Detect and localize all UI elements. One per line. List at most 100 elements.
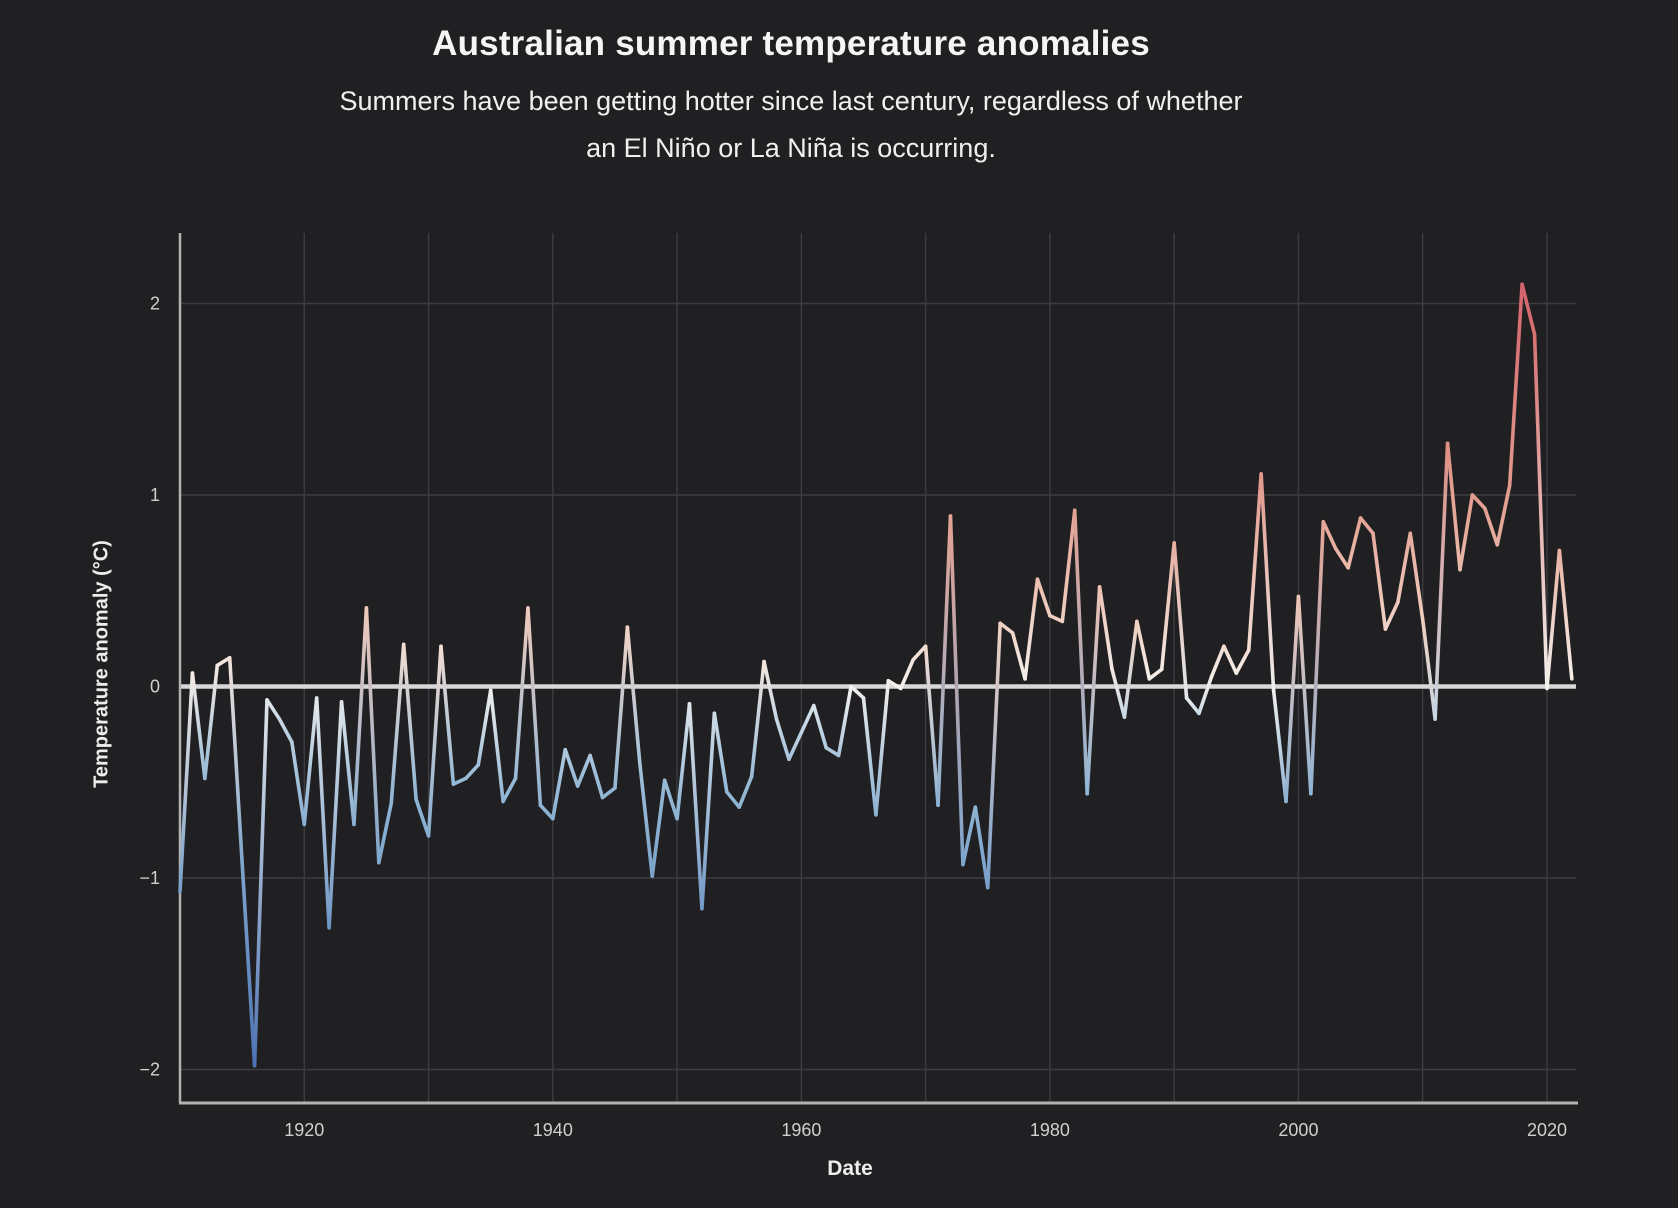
anomaly-line-segment [252,698,269,1068]
anomaly-line-segment [1433,441,1450,721]
anomaly-line-segment [613,625,630,790]
anomaly-line-segment [1408,531,1425,622]
anomaly-line-segment [551,747,568,821]
anomaly-line-segment [600,786,617,800]
anomaly-line-segment [961,805,978,867]
anomaly-line-segment [538,803,555,821]
anomaly-line-segment [886,678,903,691]
anomaly-line-segment [1259,472,1276,693]
anomaly-line-segment [762,659,779,721]
anomaly-line-segment [1209,644,1226,679]
anomaly-line-segment [911,644,928,662]
anomaly-line-segment [215,655,232,668]
anomaly-line-segment [476,688,493,767]
anomaly-line-segment [675,701,692,821]
chart-header: Australian summer temperature anomalies … [0,24,1582,172]
anomaly-line-segment [1396,531,1413,605]
anomaly-line-segment [1383,600,1400,631]
anomaly-line-segment [650,778,667,878]
anomaly-line-segment [936,514,953,808]
anomaly-line-segment [861,696,878,817]
anomaly-line-segment [1246,472,1263,652]
anomaly-line-segment [774,717,791,762]
y-tick-label: −1 [139,868,160,888]
anomaly-line-segment [1234,648,1251,675]
anomaly-line-segment [973,805,990,890]
anomaly-line-segment [327,700,344,930]
anomaly-line-segment [1271,688,1288,804]
anomaly-line-segment [1110,667,1127,719]
anomaly-line-segment [1321,520,1338,551]
axes [178,233,1578,1105]
anomaly-line-segment [874,678,891,817]
x-tick-label: 1920 [284,1120,324,1140]
anomaly-line-segment [513,606,530,781]
anomaly-line-segment [1072,508,1089,796]
x-tick-label: 2000 [1278,1120,1318,1140]
anomaly-line-segment [190,671,207,781]
anomaly-line-segment [1097,585,1114,672]
anomaly-line-segment [1445,441,1462,572]
anomaly-line-segment [240,860,257,1068]
anomaly-line-segment [451,776,468,786]
anomaly-line-segment [1035,577,1052,618]
y-tick-label: 2 [150,294,160,314]
anomaly-line-segment [799,703,816,735]
x-tick-label: 2020 [1527,1120,1567,1140]
anomaly-line-segment [836,684,853,758]
anomaly-line-segment [265,698,282,721]
anomaly-line-segment [1333,546,1350,570]
anomaly-line-segment [811,703,829,750]
anomaly-line-segment [948,514,965,867]
anomaly-line-segment [302,696,319,827]
anomaly-line-segment [575,753,592,788]
chart-title: Australian summer temperature anomalies [432,24,1150,63]
anomaly-line-segment [712,711,729,794]
anomaly-line-segment [824,745,841,758]
anomaly-line-segment [227,655,244,865]
anomaly-line-segment [1483,506,1500,547]
anomaly-line-segment [849,684,866,700]
gridlines [180,233,1576,1103]
y-axis-title: Temperature anomaly (°C) [90,540,113,788]
anomaly-line-segment [625,625,642,765]
y-tick-label: −2 [139,1060,160,1080]
anomaly-line-segment [1023,577,1040,681]
x-axis-title: Date [827,1157,873,1180]
anomaly-line-segment [1470,493,1487,511]
anomaly-line-segment [1420,617,1437,721]
anomaly-line-segment [277,717,294,744]
anomaly-line-segment [1159,541,1176,672]
anomaly-line-segment [439,644,456,786]
anomaly-line-segment [401,642,418,802]
anomaly-line-segment [749,659,766,779]
anomaly-line-segment [1507,282,1524,488]
anomaly-line-segment [1458,493,1475,572]
anomaly-line-segment [588,753,605,800]
y-tick-label: 0 [150,677,160,697]
anomaly-line-segment [314,696,331,930]
anomaly-line-segment [1520,282,1537,336]
anomaly-line-segment [985,621,1002,890]
chart-subtitle-line-2: an El Niño or La Niña is occurring. [586,133,996,163]
anomaly-line-segment [1172,541,1189,700]
anomaly-line-segment [1371,531,1388,631]
anomaly-line-segment [501,776,518,804]
anomaly-line-segment [898,657,915,691]
anomaly-line-segment [1346,516,1363,570]
anomaly-line-segment [1147,667,1164,681]
anomaly-line-segment [787,730,804,762]
anomaly-line-segment [1557,548,1574,681]
anomaly-line-segment [377,801,394,865]
anomaly-line-segment [389,642,406,806]
anomaly-line-segment [724,790,742,809]
anomaly-line-segment [1296,594,1313,796]
anomaly-line [178,282,1574,1068]
anomaly-line-segment [1545,548,1562,691]
tick-labels: 1920 1940 1960 1980 2000 2020 2 1 0 −1 −2 [139,294,1567,1141]
anomaly-line-segment [464,763,481,781]
anomaly-line-segment [1184,696,1201,716]
anomaly-line-segment [488,688,505,804]
anomaly-line-segment [1135,619,1152,681]
x-tick-label: 1980 [1030,1120,1070,1140]
